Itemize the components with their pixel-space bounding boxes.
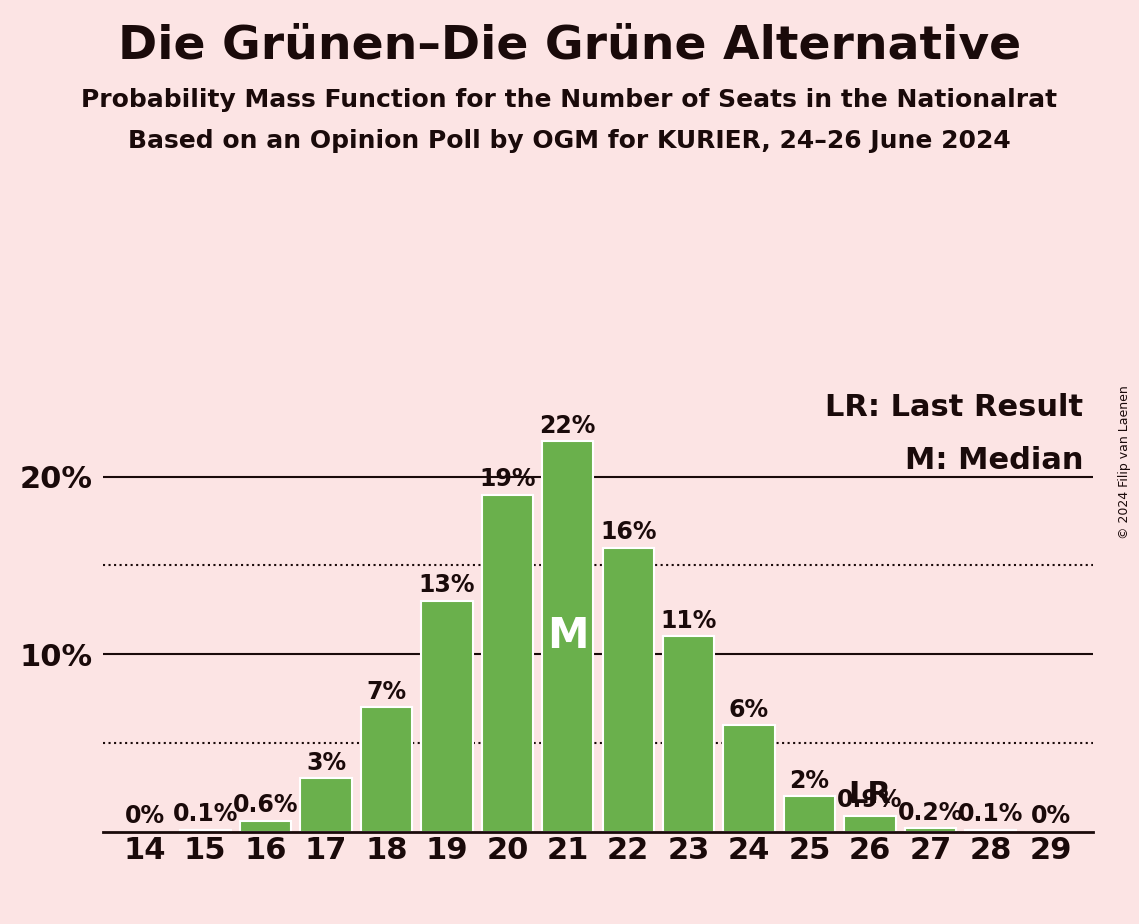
Text: 6%: 6%	[729, 698, 769, 722]
Text: M: M	[547, 615, 589, 658]
Bar	[723, 725, 775, 832]
Text: Based on an Opinion Poll by OGM for KURIER, 24–26 June 2024: Based on an Opinion Poll by OGM for KURI…	[128, 129, 1011, 153]
Bar	[542, 442, 593, 832]
Bar	[844, 816, 895, 832]
Text: Probability Mass Function for the Number of Seats in the Nationalrat: Probability Mass Function for the Number…	[81, 88, 1058, 112]
Bar	[361, 708, 412, 832]
Bar	[904, 828, 956, 832]
Text: M: Median: M: Median	[906, 445, 1083, 475]
Bar	[784, 796, 835, 832]
Bar	[240, 821, 292, 832]
Bar	[663, 637, 714, 832]
Text: © 2024 Filip van Laenen: © 2024 Filip van Laenen	[1118, 385, 1131, 539]
Text: 0.9%: 0.9%	[837, 788, 902, 812]
Bar	[180, 830, 231, 832]
Text: 3%: 3%	[306, 751, 346, 775]
Bar	[421, 601, 473, 832]
Bar	[482, 494, 533, 832]
Text: 2%: 2%	[789, 769, 829, 793]
Text: 7%: 7%	[367, 680, 407, 704]
Text: 0.1%: 0.1%	[172, 802, 238, 826]
Text: LR: Last Result: LR: Last Result	[826, 393, 1083, 421]
Text: 11%: 11%	[661, 609, 716, 633]
Text: 0%: 0%	[1031, 804, 1071, 828]
Text: 16%: 16%	[600, 520, 656, 544]
Text: 22%: 22%	[540, 414, 596, 438]
Text: LR: LR	[849, 780, 892, 808]
Text: 0%: 0%	[125, 804, 165, 828]
Text: 0.1%: 0.1%	[958, 802, 1024, 826]
Text: Die Grünen–Die Grüne Alternative: Die Grünen–Die Grüne Alternative	[118, 23, 1021, 68]
Text: 13%: 13%	[419, 574, 475, 598]
Text: 0.6%: 0.6%	[232, 794, 298, 818]
Bar	[965, 830, 1016, 832]
Bar	[301, 778, 352, 832]
Text: 19%: 19%	[480, 467, 535, 491]
Bar	[603, 548, 654, 832]
Text: 0.2%: 0.2%	[898, 800, 962, 824]
